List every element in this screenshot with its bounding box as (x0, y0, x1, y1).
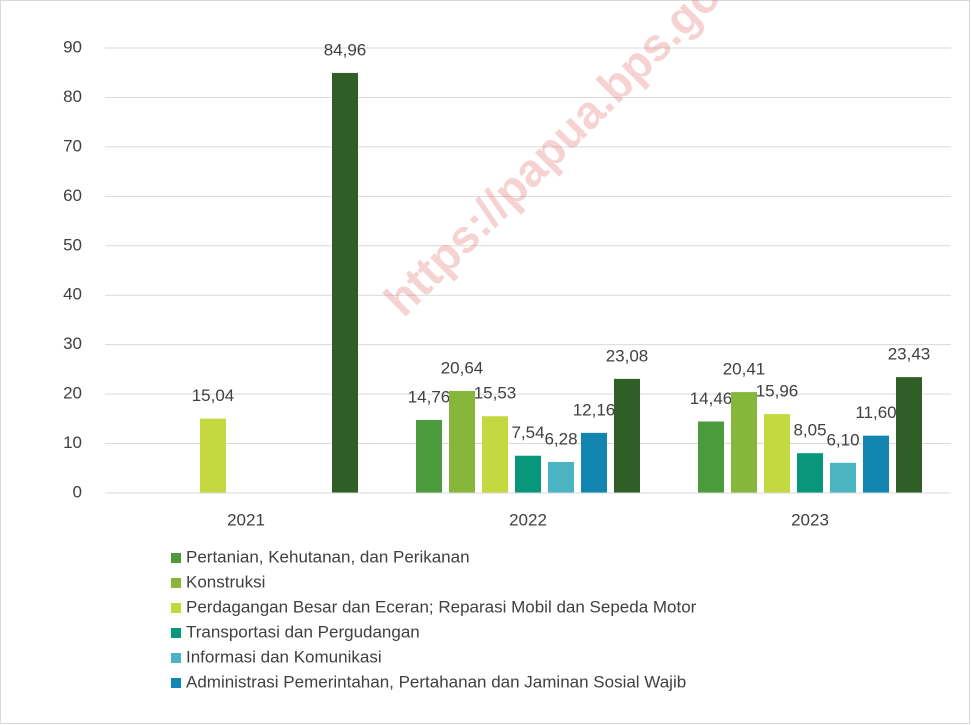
bar (482, 416, 508, 493)
bar (614, 378, 640, 493)
bar (797, 453, 823, 493)
bar (764, 414, 790, 493)
y-tick-label: 30 (63, 334, 82, 353)
legend-swatch (171, 628, 181, 638)
y-tick-label: 80 (63, 87, 82, 106)
legend-label: Informasi dan Komunikasi (186, 647, 382, 666)
legend-label: Perdagangan Besar dan Eceran; Reparasi M… (186, 597, 697, 616)
bar (548, 461, 574, 493)
data-label: 8,05 (793, 421, 826, 440)
bar (515, 455, 541, 493)
data-label: 84,96 (324, 40, 367, 59)
data-label: 6,10 (826, 430, 859, 449)
bar (896, 377, 922, 493)
data-label: 15,04 (192, 386, 235, 405)
bar (416, 420, 442, 493)
data-label: 15,96 (756, 382, 799, 401)
bar (332, 72, 358, 494)
legend-swatch (171, 678, 181, 688)
legend-label: Konstruksi (186, 572, 265, 591)
data-label: 15,53 (474, 384, 517, 403)
y-tick-label: 60 (63, 186, 82, 205)
bar (830, 462, 856, 493)
y-tick-label: 40 (63, 285, 82, 304)
bar (449, 390, 475, 493)
y-tick-label: 10 (63, 433, 82, 452)
y-tick-label: 90 (63, 37, 82, 56)
data-label: 11,60 (855, 403, 896, 422)
data-label: 6,28 (544, 429, 577, 448)
data-label: 7,54 (511, 423, 544, 442)
data-label: 14,76 (408, 388, 451, 407)
y-tick-label: 50 (63, 235, 82, 254)
data-label: 20,41 (723, 360, 766, 379)
bar (698, 421, 724, 493)
legend-swatch (171, 603, 181, 613)
legend-swatch (171, 653, 181, 663)
data-label: 23,43 (888, 345, 931, 364)
data-label: 20,64 (441, 358, 484, 377)
bar (863, 435, 889, 493)
x-tick-label: 2021 (227, 510, 265, 529)
legend-swatch (171, 553, 181, 563)
data-label: 12,16 (573, 400, 616, 419)
x-tick-label: 2022 (509, 510, 547, 529)
legend-swatch (171, 578, 181, 588)
data-label: 23,08 (606, 346, 649, 365)
legend-label: Pertanian, Kehutanan, dan Perikanan (186, 547, 470, 566)
x-tick-label: 2023 (791, 510, 829, 529)
bar (731, 392, 757, 493)
legend-label: Transportasi dan Pergudangan (186, 622, 420, 641)
data-label: 14,46 (690, 389, 733, 408)
bar (581, 432, 607, 493)
y-tick-label: 0 (73, 482, 82, 501)
legend-label: Administrasi Pemerintahan, Pertahanan da… (186, 672, 686, 691)
bar (200, 418, 226, 493)
y-tick-label: 70 (63, 136, 82, 155)
y-tick-label: 20 (63, 384, 82, 403)
